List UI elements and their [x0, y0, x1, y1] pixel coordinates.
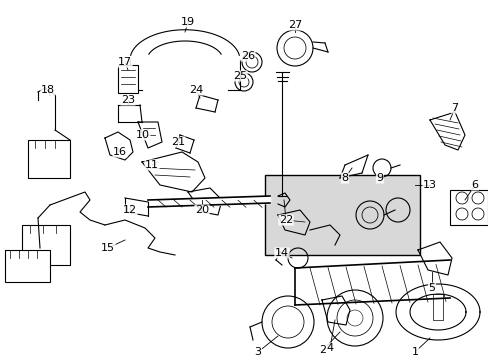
Text: 12: 12	[122, 205, 137, 215]
Text: 8: 8	[341, 173, 348, 183]
Bar	[28, 140, 70, 178]
Text: 11: 11	[145, 160, 159, 170]
Text: 3: 3	[254, 347, 261, 357]
Text: 17: 17	[118, 57, 132, 67]
Bar	[264, 175, 419, 255]
Text: 18: 18	[41, 85, 55, 95]
Text: 21: 21	[171, 137, 184, 147]
Text: 19: 19	[181, 17, 195, 27]
Text: 5: 5	[427, 283, 435, 293]
Bar	[22, 225, 70, 265]
Text: 24: 24	[188, 85, 203, 95]
Text: 23: 23	[121, 95, 135, 105]
Text: 10: 10	[136, 130, 150, 140]
Text: 14: 14	[274, 248, 288, 258]
Text: 22: 22	[278, 215, 292, 225]
Bar	[449, 190, 487, 225]
Bar	[5, 250, 50, 282]
Text: 1: 1	[411, 347, 418, 357]
Text: 7: 7	[450, 103, 458, 113]
Text: 2: 2	[319, 345, 326, 355]
Text: 27: 27	[287, 20, 302, 30]
Text: 13: 13	[422, 180, 436, 190]
Bar	[118, 65, 138, 93]
Text: 20: 20	[195, 205, 209, 215]
Text: 26: 26	[241, 51, 255, 61]
Text: 6: 6	[470, 180, 478, 190]
Text: 25: 25	[232, 71, 246, 81]
Text: 9: 9	[376, 173, 383, 183]
Text: 15: 15	[101, 243, 115, 253]
Text: 16: 16	[113, 147, 127, 157]
Text: 4: 4	[326, 343, 333, 353]
